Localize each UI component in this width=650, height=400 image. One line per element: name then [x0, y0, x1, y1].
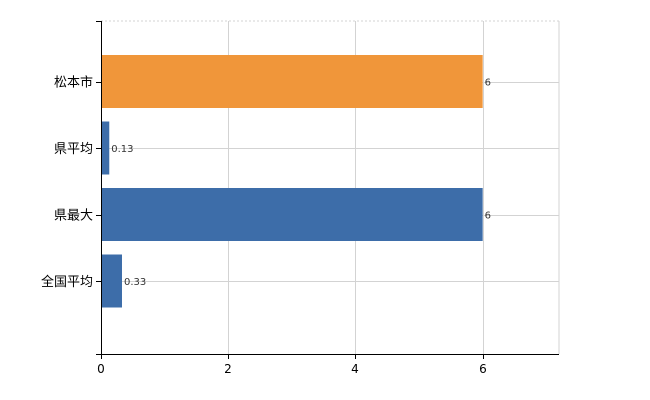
bar — [101, 121, 110, 175]
axes — [101, 21, 559, 355]
bar — [101, 188, 483, 241]
data-label: 6 — [485, 211, 491, 222]
category-label: 県最大 — [54, 209, 93, 224]
x-tick-label: 4 — [351, 362, 359, 376]
category-label: 松本市 — [54, 75, 93, 91]
bar — [101, 254, 122, 308]
category-label: 全国平均 — [41, 274, 93, 290]
bars — [101, 55, 483, 308]
data-label: 0.13 — [111, 144, 133, 155]
x-tick-label: 2 — [224, 362, 232, 376]
category-label: 県平均 — [54, 142, 93, 157]
x-tick-label: 6 — [479, 362, 487, 376]
data-label: 6 — [485, 78, 491, 89]
x-tick-label: 0 — [97, 362, 105, 376]
bar — [101, 55, 483, 108]
labels: 0 2 4 6 6 松本市 0.13 県平均 6 県最大 0.33 全国平均 — [41, 21, 491, 376]
data-label: 0.33 — [124, 277, 146, 288]
